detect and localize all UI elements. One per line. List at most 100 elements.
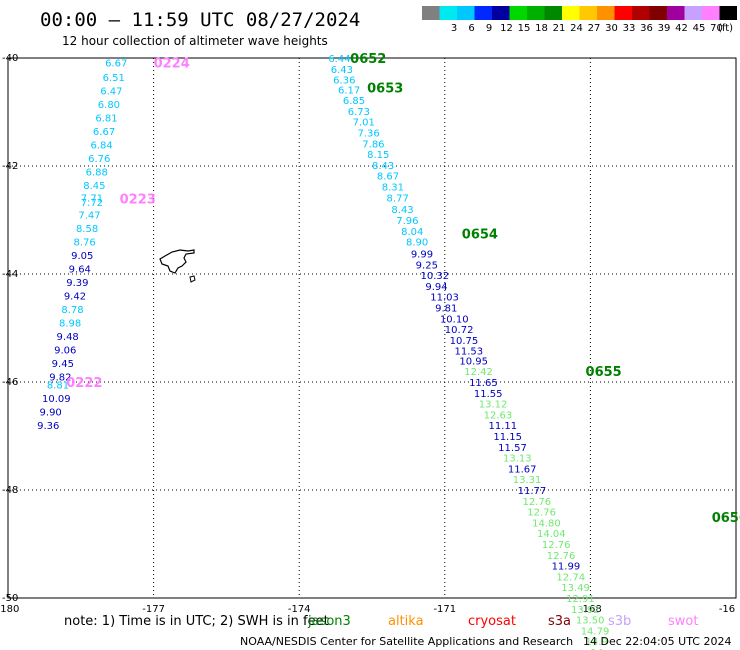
swh-value: 13.49	[561, 583, 590, 594]
legend-swatch	[457, 6, 475, 20]
swh-value: 8.45	[83, 181, 105, 192]
swh-value: 10.10	[440, 314, 469, 325]
swh-value: 10.75	[450, 336, 479, 347]
swh-value: 9.05	[71, 251, 93, 262]
lat-label: -50	[2, 593, 18, 604]
island-outline	[159, 249, 196, 283]
legend-label: 70	[710, 23, 723, 34]
swh-value: 6.84	[91, 140, 113, 151]
swh-value: 11.53	[455, 347, 484, 358]
footer-timestamp: 14 Dec 22:04:05 UTC 2024	[583, 635, 731, 648]
color-legend: 3 6 9 12 15 18 21 24 27 30 33 36 39 42 45 70	[422, 6, 737, 34]
swh-value: 11.11	[488, 421, 517, 432]
swh-value: 6.44	[328, 54, 350, 65]
mission-cryosat: cryosat	[468, 614, 516, 629]
map-subtitle: 12 hour collection of altimeter wave hei…	[62, 34, 328, 48]
legend-label: 3	[451, 23, 457, 34]
swh-value: 8.81	[47, 381, 69, 392]
legend-swatch	[597, 6, 615, 20]
swh-value: 14.04	[537, 529, 566, 540]
swh-value: 9.64	[69, 265, 91, 276]
swh-value: 12.74	[556, 572, 585, 583]
legend-label: 12	[500, 23, 513, 34]
mission-s3b: s3b	[608, 614, 631, 629]
legend-label: 24	[570, 23, 583, 34]
swh-value: 8.90	[406, 238, 428, 249]
swh-value: 11.67	[508, 464, 537, 475]
legend-swatch	[667, 6, 685, 20]
swh-value: 6.36	[333, 76, 355, 87]
swh-value: 12.42	[464, 367, 493, 378]
swh-value: 13.92	[571, 605, 600, 616]
swh-value: 6.67	[93, 127, 115, 138]
legend-swatch	[684, 6, 702, 20]
swh-value: 6.17	[338, 85, 360, 96]
legend-label: 45	[693, 23, 706, 34]
legend-swatch	[439, 6, 457, 20]
swh-value: 9.48	[57, 332, 79, 343]
pass-time: 0223	[120, 192, 156, 207]
legend-label: 18	[535, 23, 548, 34]
swh-value: 6.67	[105, 58, 127, 69]
swh-value: 10.72	[445, 325, 474, 336]
legend-swatch	[422, 6, 440, 20]
legend-label: 39	[658, 23, 671, 34]
swh-value: 7.01	[353, 118, 375, 129]
pass-time-labels: 0224 0223 0222 0652 0653 0654 0655 0656	[66, 52, 740, 526]
pass-time: 0224	[154, 56, 190, 71]
swh-value: 7.36	[357, 129, 379, 140]
lat-lon-grid: -40 -42 -44 -46 -48 -50-180 -177 -174 -171 -168 -1…	[0, 53, 737, 615]
swh-value: 12.76	[522, 497, 551, 508]
swh-value: 14	[590, 648, 603, 650]
swh-value: 13.50	[576, 616, 605, 627]
swh-value: 12.91	[566, 594, 595, 605]
legend-swatch	[562, 6, 580, 20]
swh-value: 7.71	[81, 193, 103, 204]
swh-value: 11.55	[474, 389, 503, 400]
lat-label: -48	[2, 485, 18, 496]
legend-swatch	[544, 6, 562, 20]
swh-value: 11.15	[493, 432, 522, 443]
swh-value: 10.32	[421, 271, 450, 282]
legend-swatch	[474, 6, 492, 20]
legend-swatch	[614, 6, 632, 20]
swh-value: 10.09	[42, 394, 71, 405]
swh-value: 12.76	[547, 551, 576, 562]
footer-credit: NOAA/NESDIS Center for Satellite Applica…	[240, 635, 573, 648]
legend-label: 21	[553, 23, 566, 34]
lat-label: -40	[2, 53, 18, 64]
pass-time: 0222	[66, 376, 102, 391]
swh-value: 6.73	[348, 107, 370, 118]
swh-value: 11.77	[518, 486, 547, 497]
legend-label: 15	[518, 23, 531, 34]
lon-label: -168	[579, 604, 602, 615]
swh-value: 6.51	[103, 73, 125, 84]
legend-swatch	[579, 6, 597, 20]
swh-value: 7.72	[81, 198, 103, 209]
legend-swatch	[649, 6, 667, 20]
swh-value: 9.42	[64, 292, 86, 303]
mission-s3a: s3a	[548, 614, 571, 629]
swh-value: 8.04	[401, 227, 423, 238]
legend-swatch	[492, 6, 510, 20]
lat-label: -42	[2, 161, 18, 172]
swh-value: 13.31	[513, 475, 542, 486]
legend-label: 33	[623, 23, 636, 34]
swh-value: 12.76	[542, 540, 571, 551]
swh-value: 9.39	[66, 278, 88, 289]
swh-value: 8.77	[387, 193, 409, 204]
lon-label: -171	[433, 604, 456, 615]
map-title: 00:00 — 11:59 UTC 08/27/2024	[40, 9, 360, 31]
legend-label: 27	[588, 23, 601, 34]
swh-value: 8.67	[377, 172, 399, 183]
swh-value: 8.43	[391, 205, 413, 216]
swh-value: 6.76	[88, 154, 110, 165]
swh-value: 8.31	[382, 183, 404, 194]
swh-value: 7.47	[78, 211, 100, 222]
swh-value: 8.15	[367, 150, 389, 161]
swh-value: 8.78	[61, 305, 83, 316]
swh-value: 9.45	[52, 359, 74, 370]
lat-label: -44	[2, 269, 18, 280]
swh-value: 9.06	[54, 346, 76, 357]
